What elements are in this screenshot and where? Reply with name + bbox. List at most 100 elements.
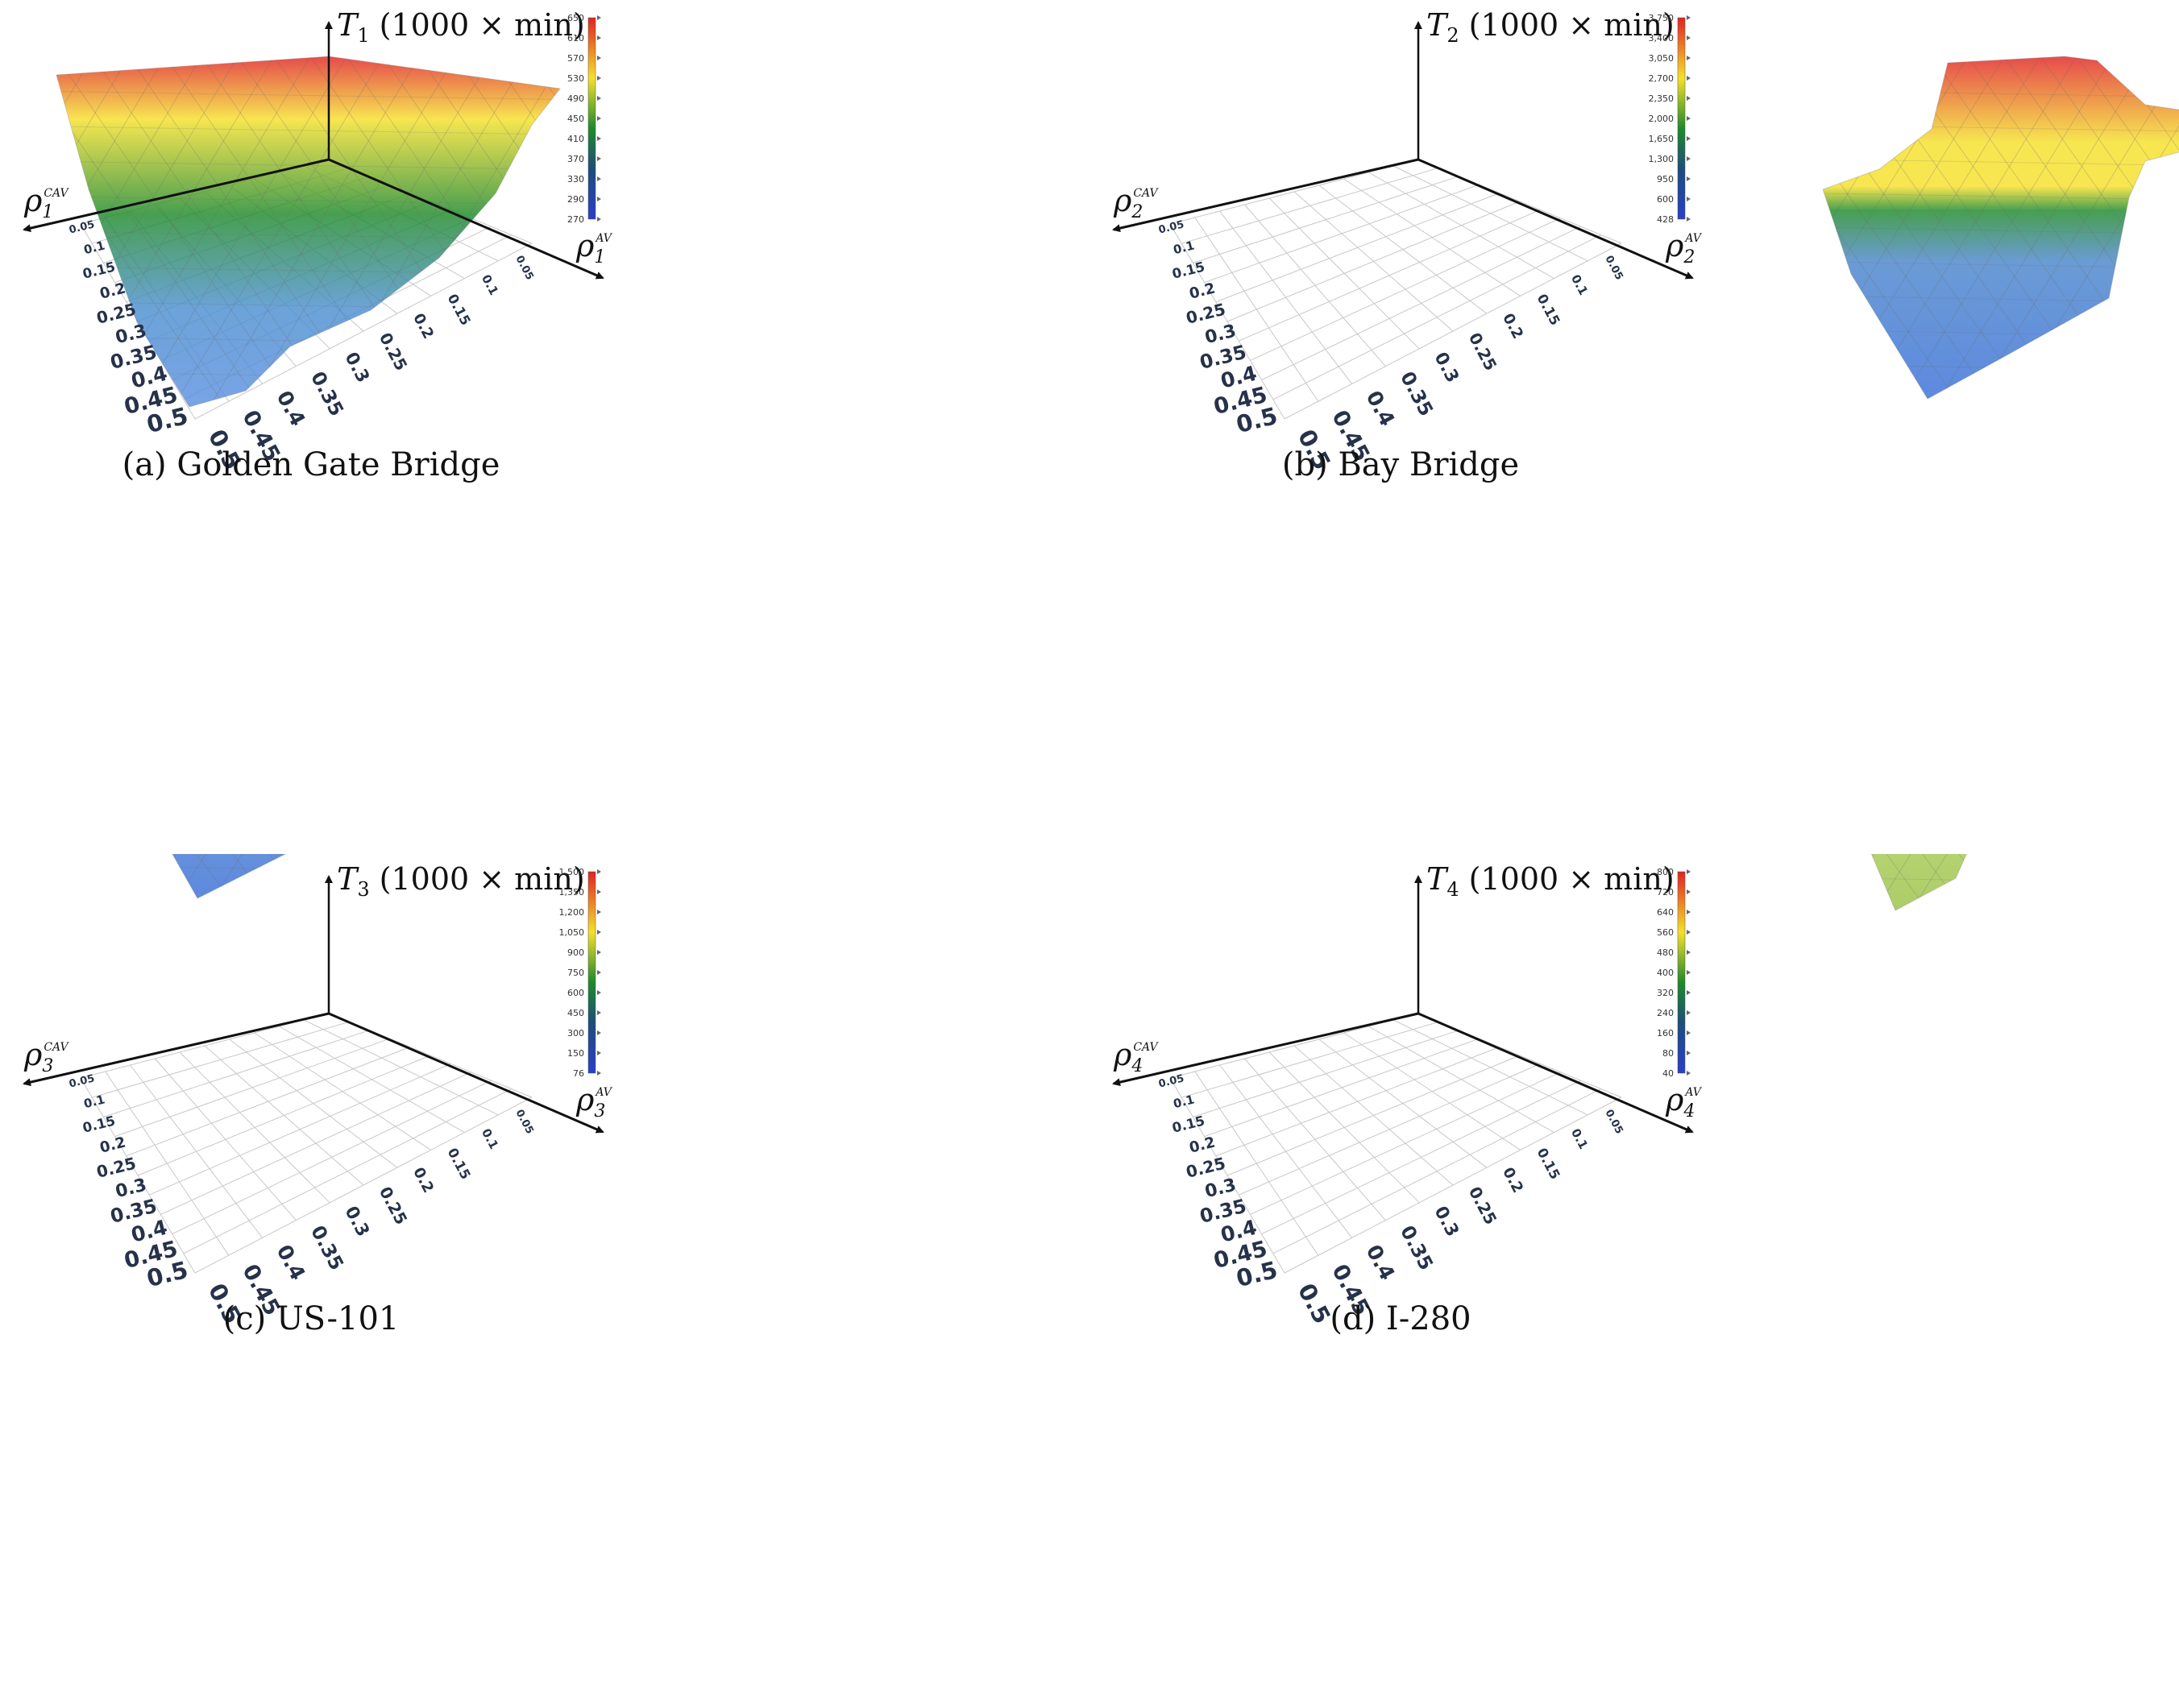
colorbar-tick-mark xyxy=(597,176,601,181)
colorbar-tick-label: 2,000 xyxy=(1649,114,1675,124)
colorbar-tick-label: 270 xyxy=(567,214,584,225)
chart-panel-a: T1 (1000 × min) ρ1CAV ρ1AV 0.05 0.1 0.15 0.2 0.2… xyxy=(0,0,1090,854)
x-tick-label: 0.1 xyxy=(82,1092,106,1111)
colorbar-tick-label: 570 xyxy=(567,53,584,64)
surface-mesh xyxy=(1870,854,1967,911)
colorbar-tick-label: 610 xyxy=(567,33,584,44)
surface-chart: T4 (1000 × min)ρ4CAVρ4AV0.050.10.150.20.2… xyxy=(1112,854,2179,1337)
y-axis-av xyxy=(1417,158,1694,280)
colorbar xyxy=(587,17,596,220)
colorbar-tick-label: 1,200 xyxy=(559,907,585,918)
colorbar-tick-label: 800 xyxy=(1657,867,1674,877)
colorbar-tick-label: 76 xyxy=(573,1068,584,1079)
y-tick-label: 0.2 xyxy=(409,311,437,342)
colorbar-tick-mark xyxy=(1687,56,1691,60)
x-tick-label: 0.15 xyxy=(81,259,117,281)
colorbar-tick-mark xyxy=(597,116,601,121)
colorbar xyxy=(587,871,596,1074)
colorbar-tick-label: 3,400 xyxy=(1649,33,1675,44)
x-axis-cav xyxy=(1112,158,1419,233)
colorbar-tick-mark xyxy=(1687,950,1691,955)
colorbar-tick-mark xyxy=(1687,76,1691,81)
subfigure-caption: (d) I-280 xyxy=(1330,1300,1471,1337)
x-tick-label: 0.15 xyxy=(81,1113,117,1135)
y-tick-label: 0.15 xyxy=(1534,1146,1563,1182)
surface-chart: T1 (1000 × min)ρ1CAVρ1AV0.050.10.150.20.2… xyxy=(23,7,613,483)
x-axis-label: ρ4CAV xyxy=(1113,1037,1159,1076)
colorbar-tick-label: 600 xyxy=(567,988,584,998)
colorbar-tick-label: 720 xyxy=(1657,887,1674,898)
y-tick-label: 0.05 xyxy=(513,1108,535,1136)
y-tick-label: 0.05 xyxy=(1602,254,1625,282)
y-tick-label: 0.3 xyxy=(340,1203,372,1240)
subfigure-caption: (c) US-101 xyxy=(223,1300,400,1337)
x-axis-label: ρ2CAV xyxy=(1113,183,1159,222)
x-tick-label: 0.2 xyxy=(98,1134,128,1156)
z-axis-label: T4 (1000 × min) xyxy=(1426,861,1675,901)
colorbar-tick-mark xyxy=(1687,869,1691,874)
colorbar-tick-label: 320 xyxy=(1657,988,1674,998)
colorbar-tick-label: 290 xyxy=(567,194,584,205)
colorbar-tick-label: 240 xyxy=(1657,1008,1674,1018)
x-tick-label: 0.05 xyxy=(68,1072,96,1090)
colorbar-tick-label: 600 xyxy=(1657,194,1674,205)
colorbar-tick-label: 330 xyxy=(567,174,584,184)
axes xyxy=(23,875,604,1134)
chart-panel-c: T3 (1000 × min) ρ3CAV ρ3AV 0.05 0.1 0.15 0.2 0.2… xyxy=(0,854,1090,1708)
y-tick-label: 0.4 xyxy=(272,1241,311,1284)
y-tick-label: 0.35 xyxy=(306,1221,348,1274)
x-tick-label: 0.1 xyxy=(1172,1092,1196,1111)
colorbar-tick-mark xyxy=(597,35,601,40)
y-tick-label: 0.1 xyxy=(479,1126,500,1151)
colorbar-tick-label: 428 xyxy=(1657,214,1674,225)
colorbar-tick-label: 650 xyxy=(567,13,584,23)
colorbar-tick-mark xyxy=(597,197,601,201)
colorbar-tick-mark xyxy=(1687,96,1691,101)
surface-mesh xyxy=(56,56,561,408)
y-axis-label: ρ2AV xyxy=(1665,228,1703,267)
y-tick-label: 0.15 xyxy=(445,292,474,328)
axes xyxy=(23,21,604,280)
y-axis-label: ρ1AV xyxy=(575,228,613,267)
colorbar-tick-label: 3,750 xyxy=(1649,13,1675,23)
y-tick-label: 0.25 xyxy=(1465,330,1500,374)
y-tick-label: 0.2 xyxy=(1499,311,1526,342)
colorbar-tick-label: 400 xyxy=(1657,968,1674,978)
colorbar-tick-mark xyxy=(1687,1010,1691,1015)
axes xyxy=(1112,875,1694,1134)
colorbar-tick-label: 150 xyxy=(567,1048,584,1059)
x-axis-cav xyxy=(23,158,330,233)
colorbar-tick-mark xyxy=(1687,176,1691,181)
colorbar-tick-label: 2,350 xyxy=(1649,93,1675,104)
floor-grid xyxy=(1169,56,1622,420)
y-tick-label: 0.05 xyxy=(1602,1108,1625,1136)
y-tick-label: 0.2 xyxy=(409,1165,437,1196)
y-tick-label: 0.25 xyxy=(1465,1184,1500,1228)
colorbar-tick-mark xyxy=(1687,156,1691,161)
colorbar-tick-mark xyxy=(597,1071,601,1076)
y-tick-label: 0.35 xyxy=(306,367,348,420)
z-axis-label: T2 (1000 × min) xyxy=(1426,7,1675,47)
colorbar-tick-label: 530 xyxy=(567,73,584,84)
colorbar-tick-label: 450 xyxy=(567,1008,584,1018)
x-axis-label: ρ1CAV xyxy=(23,183,69,222)
y-tick-label: 0.25 xyxy=(376,1184,411,1228)
colorbar-tick-mark xyxy=(597,869,601,874)
colorbar-tick-label: 480 xyxy=(1657,947,1674,958)
colorbar-tick-mark xyxy=(597,990,601,995)
x-tick-label: 0.2 xyxy=(1188,1134,1218,1156)
colorbar-tick-label: 750 xyxy=(567,968,584,978)
colorbar-tick-mark xyxy=(1687,1051,1691,1055)
y-tick-label: 0.05 xyxy=(513,254,535,282)
y-tick-label: 0.1 xyxy=(1568,272,1590,297)
y-tick-label: 0.25 xyxy=(376,330,411,374)
axes xyxy=(1112,21,1694,280)
colorbar-tick-mark xyxy=(597,1010,601,1015)
colorbar-tick-label: 80 xyxy=(1662,1048,1674,1059)
y-axis-av xyxy=(328,1012,604,1134)
colorbar-tick-mark xyxy=(1687,889,1691,894)
z-axis-label: T1 (1000 × min) xyxy=(337,7,585,47)
colorbar-tick-mark xyxy=(1687,970,1691,975)
colorbar-tick-mark xyxy=(1687,116,1691,121)
y-tick-label: 0.4 xyxy=(1362,1241,1401,1284)
